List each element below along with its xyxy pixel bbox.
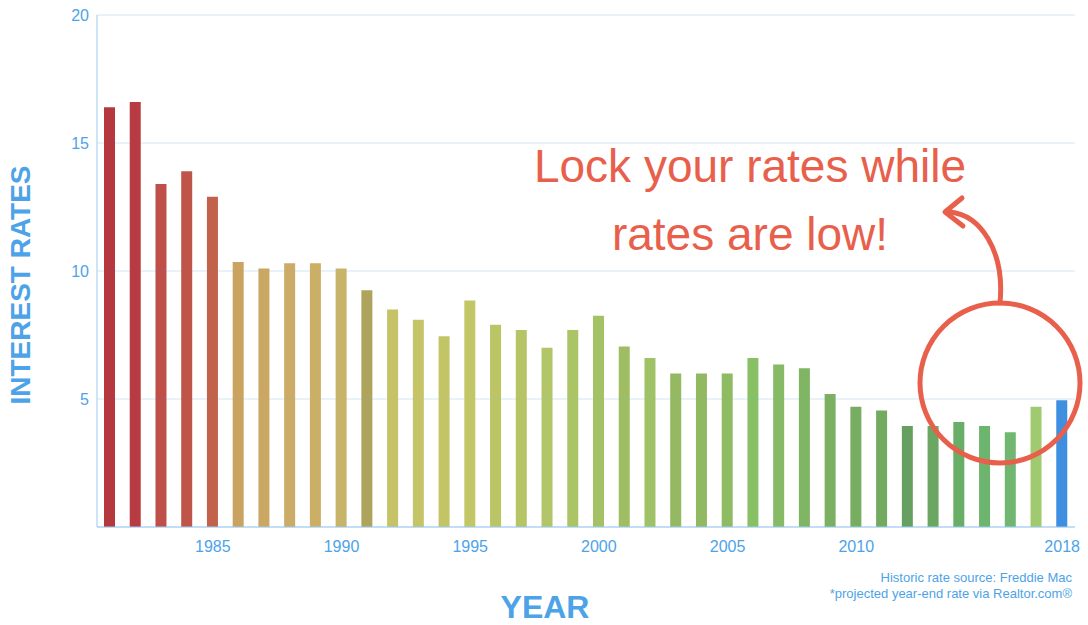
svg-text:Historic rate source: Freddie: Historic rate source: Freddie Mac — [881, 570, 1073, 585]
svg-text:1990: 1990 — [324, 538, 360, 555]
svg-text:YEAR: YEAR — [501, 589, 590, 625]
svg-text:1995: 1995 — [452, 538, 488, 555]
svg-text:2000: 2000 — [581, 538, 617, 555]
svg-text:2010: 2010 — [838, 538, 874, 555]
svg-text:Lock your rates while: Lock your rates while — [534, 140, 966, 192]
svg-text:15: 15 — [71, 135, 89, 152]
svg-text:5: 5 — [80, 391, 89, 408]
svg-text:1985: 1985 — [195, 538, 231, 555]
svg-text:*projected year-end rate via R: *projected year-end rate via Realtor.com… — [830, 586, 1073, 601]
svg-text:2018: 2018 — [1044, 538, 1080, 555]
svg-text:20: 20 — [71, 7, 89, 24]
svg-text:INTEREST RATES: INTEREST RATES — [8, 165, 36, 404]
svg-text:10: 10 — [71, 263, 89, 280]
svg-text:rates are low!: rates are low! — [612, 208, 888, 260]
svg-text:2005: 2005 — [710, 538, 746, 555]
